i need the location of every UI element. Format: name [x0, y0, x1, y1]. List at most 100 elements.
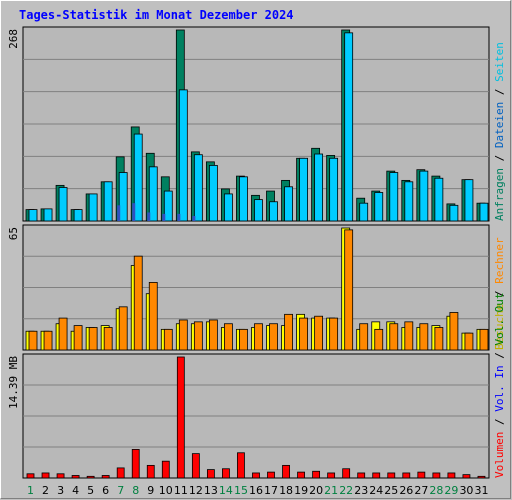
legend-entry: Dateien: [493, 102, 506, 148]
bar-rechner: [58, 317, 68, 351]
x-tick-label: 21: [324, 484, 338, 497]
bar-dateien: [359, 202, 369, 222]
x-tick-label: 15: [234, 484, 248, 497]
bar-volumen: [101, 475, 110, 479]
bar-volumen: [432, 472, 441, 479]
bar-volumen: [206, 469, 215, 479]
bar-volumen: [477, 475, 486, 479]
bar-volumen: [26, 473, 35, 479]
bar-rechner: [178, 319, 188, 351]
x-tick-label: 31: [474, 484, 488, 497]
bar-dateien: [28, 209, 38, 222]
bar-dateien: [299, 157, 308, 222]
bar-volumen: [327, 472, 336, 479]
bar-volumen: [342, 468, 351, 479]
legend-separator: /: [493, 82, 506, 102]
legend-entry: Volumen: [493, 432, 506, 478]
bar-rechner: [329, 317, 339, 351]
bar-rechner: [103, 327, 113, 351]
x-tick-label: 20: [309, 484, 323, 497]
bar-dateien: [193, 154, 203, 222]
x-tick-label: 11: [174, 484, 188, 497]
chart-title: Tages-Statistik im Monat Dezember 2024: [19, 8, 294, 22]
bar-rechner: [133, 255, 143, 351]
x-tick-label: 29: [444, 484, 458, 497]
x-tick-label: 1: [27, 484, 34, 497]
bar-dateien: [163, 190, 173, 222]
bar-seiten: [162, 213, 166, 221]
x-tick-label: 17: [264, 484, 278, 497]
bar-seiten: [177, 213, 181, 221]
bar-dateien: [344, 32, 354, 222]
bar-dateien: [314, 153, 324, 222]
bar-rechner: [479, 328, 489, 351]
bar-volumen: [86, 475, 95, 479]
bar-rechner: [148, 282, 158, 351]
bar-dateien: [43, 208, 53, 222]
bar-volumen: [372, 472, 381, 479]
x-tick-label: 13: [204, 484, 218, 497]
bar-dateien: [133, 133, 143, 222]
x-tick-label: 12: [189, 484, 203, 497]
bar-volumen: [222, 468, 230, 479]
legend-entry: Anfragen: [493, 168, 506, 221]
bar-volumen: [237, 452, 245, 479]
bar-dateien: [88, 193, 98, 222]
x-tick-label: 28: [429, 484, 443, 497]
bar-volumen: [297, 471, 305, 479]
bar-seiten: [192, 216, 196, 221]
bar-seiten: [132, 203, 136, 221]
bar-rechner: [43, 330, 53, 351]
x-tick-label: 25: [384, 484, 398, 497]
bar-dateien: [73, 209, 83, 222]
bar-rechner: [434, 327, 444, 351]
bar-rechner: [284, 313, 293, 351]
bar-volumen: [191, 453, 200, 479]
bar-volumen: [161, 460, 170, 479]
bar-volumen: [462, 474, 471, 479]
legend-separator: /: [493, 412, 506, 432]
bar-dateien: [224, 193, 233, 222]
bar-volumen: [282, 464, 290, 479]
bar-volumen: [56, 473, 65, 479]
bar-rechner: [359, 323, 369, 351]
x-tick-label: 30: [459, 484, 473, 497]
bar-rechner: [28, 330, 38, 351]
legend-entry: Besuche: [493, 304, 506, 350]
bar-dateien: [208, 165, 218, 222]
x-tick-label: 26: [399, 484, 413, 497]
bar-rechner: [299, 317, 308, 351]
bar-rechner: [404, 321, 414, 351]
x-tick-label: 24: [369, 484, 383, 497]
bar-dateien: [269, 201, 278, 222]
bar-dateien: [434, 177, 444, 222]
bar-dateien: [284, 186, 293, 222]
legend-entry: Vol. In: [493, 365, 506, 411]
bar-rechner: [389, 323, 399, 351]
bar-rechner: [239, 328, 248, 351]
bar-volumen: [176, 356, 185, 479]
bar-dateien: [148, 166, 158, 222]
legend-separator: /: [493, 346, 506, 366]
x-tick-label: 22: [339, 484, 353, 497]
bar-rechner: [193, 321, 203, 351]
y-max-label-top: 268: [7, 29, 20, 49]
bar-seiten: [147, 212, 151, 221]
bar-volumen: [267, 471, 275, 479]
bar-dateien: [449, 204, 459, 222]
bar-dateien: [479, 202, 489, 222]
bar-rechner: [314, 315, 324, 351]
bar-volumen: [387, 472, 396, 479]
bar-rechner: [163, 328, 173, 351]
bar-volumen: [402, 472, 411, 479]
x-tick-label: 9: [147, 484, 154, 497]
bar-rechner: [254, 323, 263, 351]
x-tick-label: 18: [279, 484, 293, 497]
bar-dateien: [404, 181, 414, 222]
bar-dateien: [103, 181, 113, 222]
bar-rechner: [344, 229, 354, 351]
bar-rechner: [419, 323, 429, 351]
bar-volumen: [312, 470, 321, 479]
